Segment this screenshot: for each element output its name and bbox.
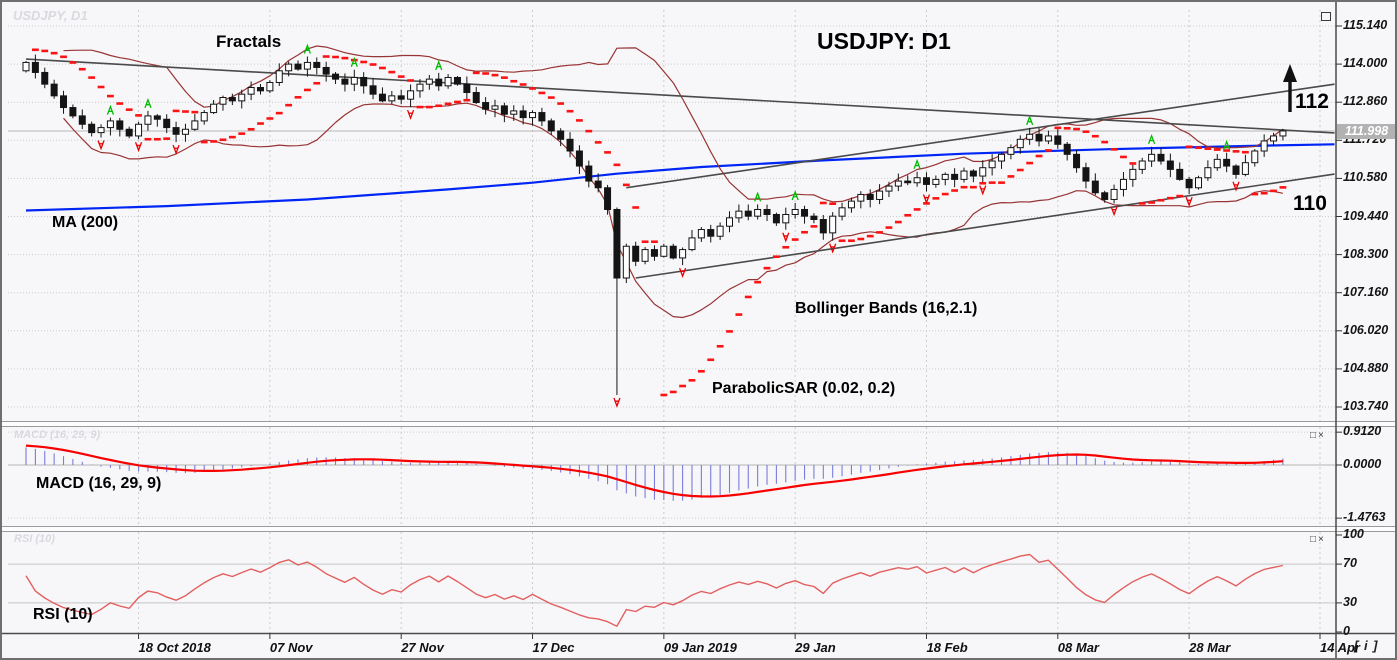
macd-tick-label: 0.0000 [1343, 457, 1382, 471]
up-arrow-icon [1288, 80, 1292, 112]
fractal-up-icon [1026, 115, 1034, 126]
rsi-tick-label: 30 [1343, 594, 1357, 609]
fractal-down-icon [782, 232, 790, 243]
macd-label: MACD (16, 29, 9) [36, 475, 162, 492]
fractal-up-icon [350, 56, 358, 67]
fractal-down-icon [172, 144, 180, 155]
fractal-up-icon [791, 190, 799, 201]
ascending-channel-lower [635, 173, 1335, 279]
price-tick-label: 112.860 [1343, 94, 1388, 109]
fractal-down-icon [1185, 196, 1193, 207]
macd-panel-buttons[interactable]: □× [1310, 430, 1326, 441]
fractal-down-icon [678, 267, 687, 278]
price-tick-label: 109.440 [1343, 208, 1389, 223]
parabolic-sar-label: ParabolicSAR (0.02, 0.2) [712, 380, 896, 397]
fractal-down-icon [1110, 206, 1118, 217]
price-tick-label: 114.000 [1343, 56, 1388, 71]
close-icon[interactable]: × [1318, 430, 1326, 441]
macd-signal-line [25, 444, 1283, 498]
rsi-panel-buttons[interactable]: □× [1310, 534, 1326, 545]
fractal-down-icon [134, 142, 143, 153]
rsi-tick-label: 70 [1343, 556, 1357, 571]
macd-watermark: MACD (16, 29, 9) [14, 429, 101, 441]
maximize-icon[interactable] [1321, 12, 1331, 21]
level-110-label: 110 [1293, 192, 1327, 215]
fractal-down-icon [97, 140, 105, 151]
fractal-up-icon [144, 98, 152, 109]
ma200-line [25, 143, 1335, 212]
bollinger-upper-line [63, 45, 1284, 203]
ascending-channel-upper [626, 83, 1335, 189]
time-tick-label: 07 Nov [269, 640, 313, 655]
bollinger-lower-line [63, 102, 1284, 319]
fractal-up-icon [1147, 133, 1156, 145]
fractal-up-icon [1223, 139, 1231, 150]
close-icon[interactable]: × [1318, 534, 1326, 545]
fractal-up-icon [913, 158, 921, 169]
time-tick-label: 18 Feb [926, 640, 968, 655]
price-tick-label: 115.140 [1343, 18, 1388, 32]
price-tick-label: 106.020 [1343, 322, 1389, 337]
rsi-label: RSI (10) [33, 606, 93, 623]
price-tick-label: 104.880 [1343, 360, 1389, 375]
macd-tick-label: 0.9120 [1343, 424, 1382, 439]
time-tick-label: 27 Nov [401, 640, 444, 655]
price-tick-label: 108.300 [1343, 246, 1389, 261]
rsi-tick-label: 100 [1343, 527, 1364, 541]
price-tick-label: 107.160 [1343, 284, 1389, 299]
symbol-watermark: USDJPY, D1 [13, 8, 88, 23]
fractal-down-icon [613, 397, 621, 408]
time-tick-label: 14 Apr [1320, 640, 1360, 655]
fractals-label: Fractals [216, 32, 282, 51]
current-price-tag: 111.998 [1337, 124, 1395, 139]
rsi-line [25, 553, 1284, 627]
minimize-icon[interactable]: □ [1310, 534, 1319, 545]
chart-title: USDJPY: D1 [817, 28, 951, 54]
fractal-down-icon [979, 185, 987, 196]
fractal-up-icon [303, 43, 312, 54]
fractal-up-icon [106, 104, 115, 115]
fractal-up-icon [754, 191, 762, 202]
time-tick-label: 29 Jan [795, 640, 836, 655]
fractal-down-icon [922, 194, 931, 205]
time-tick-label: 28 Mar [1189, 640, 1231, 655]
rsi-watermark: RSI (10) [14, 533, 55, 545]
descending-resistance [25, 58, 1335, 134]
bollinger-label: Bollinger Bands (16,2.1) [795, 300, 978, 317]
time-tick-label: 09 Jan 2019 [663, 640, 737, 655]
time-tick-label: 18 Oct 2018 [138, 640, 211, 655]
fractal-down-icon [829, 243, 837, 254]
level-112-label: 112 [1295, 90, 1329, 113]
fractal-down-icon [406, 109, 415, 120]
time-tick-label: 17 Dec [532, 640, 575, 655]
corner-badge: [ i ] [1354, 638, 1379, 653]
fractal-down-icon [1232, 181, 1240, 192]
price-tick-label: 103.740 [1343, 399, 1389, 413]
ma-label: MA (200) [52, 214, 119, 231]
minimize-icon[interactable]: □ [1310, 430, 1319, 441]
rsi-tick-label: 0 [1343, 624, 1350, 638]
macd-tick-label: -1.4763 [1343, 510, 1386, 525]
time-tick-label: 08 Mar [1057, 640, 1099, 655]
price-tick-label: 110.580 [1343, 170, 1388, 185]
fractal-up-icon [435, 60, 443, 71]
